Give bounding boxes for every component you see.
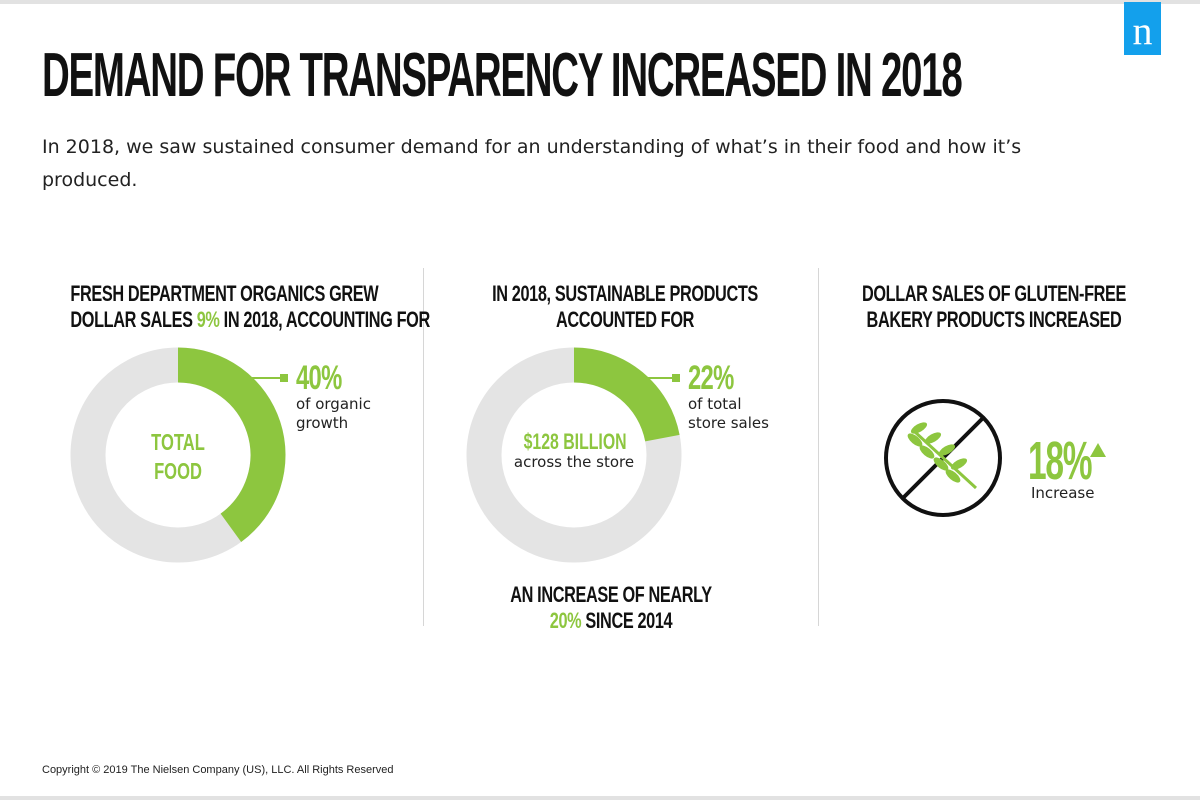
panel2-heading-line1: IN 2018, SUSTAINABLE PRODUCTS xyxy=(492,281,758,306)
panel1-heading-post: IN 2018, ACCOUNTING FOR xyxy=(219,307,431,332)
panel1-heading-highlight: 9% xyxy=(196,307,220,332)
bottom-border xyxy=(0,796,1200,800)
panel2-heading: IN 2018, SUSTAINABLE PRODUCTS ACCOUNTED … xyxy=(484,281,765,333)
up-triangle-icon xyxy=(1090,443,1106,457)
panel1-center-line1: TOTAL xyxy=(151,429,205,455)
page-title: DEMAND FOR TRANSPARENCY INCREASED IN 201… xyxy=(42,41,963,110)
panel3-stat-label: Increase xyxy=(1031,484,1095,502)
nielsen-logo-icon: n xyxy=(1124,2,1161,55)
panel1-heading-pre: DOLLAR SALES xyxy=(70,307,197,332)
callout-marker xyxy=(672,374,680,382)
panel2-callout-line1: of total xyxy=(688,395,742,413)
panel2-callout-line2: store sales xyxy=(688,414,769,432)
callout-marker xyxy=(280,374,288,382)
panel2-callout-text: of total store sales xyxy=(688,395,769,433)
panel1-heading-line1: FRESH DEPARTMENT ORGANICS GREW xyxy=(70,281,379,306)
panel1-center-label: TOTAL FOOD xyxy=(135,428,221,486)
panel3-heading-line2: BAKERY PRODUCTS INCREASED xyxy=(866,307,1122,332)
panel1-callout-value: 40% xyxy=(296,359,342,397)
panel2-heading-line2: ACCOUNTED FOR xyxy=(555,307,695,332)
panel2-callout-value: 22% xyxy=(688,359,734,397)
panel2-footer-highlight: 20% xyxy=(549,608,582,633)
panel2-footer-line1: AN INCREASE OF NEARLY xyxy=(510,582,712,607)
panel3-stat-value: 18% xyxy=(1028,431,1093,491)
panel2-footer: AN INCREASE OF NEARLY 20% SINCE 2014 xyxy=(470,582,751,634)
panel3-heading: DOLLAR SALES OF GLUTEN-FREE BAKERY PRODU… xyxy=(853,281,1134,333)
divider-left xyxy=(423,268,424,626)
panel2-footer-post: SINCE 2014 xyxy=(581,608,673,633)
panel1-heading: FRESH DEPARTMENT ORGANICS GREW DOLLAR SA… xyxy=(70,281,430,333)
no-gluten-wheat-icon xyxy=(884,399,1002,517)
divider-right xyxy=(818,268,819,626)
panel1-callout-line1: of organic xyxy=(296,395,371,413)
panel3-heading-line1: DOLLAR SALES OF GLUTEN-FREE xyxy=(861,281,1127,306)
panel1-heading-line2: DOLLAR SALES 9% IN 2018, ACCOUNTING FOR xyxy=(70,307,430,333)
copyright-text: Copyright © 2019 The Nielsen Company (US… xyxy=(42,764,394,776)
intro-text: In 2018, we saw sustained consumer deman… xyxy=(42,136,1022,191)
panel2-footer-line2: 20% SINCE 2014 xyxy=(470,608,751,634)
panel1-callout-text: of organic growth xyxy=(296,395,371,433)
panel1-center-line2: FOOD xyxy=(154,458,202,484)
top-border xyxy=(0,0,1200,4)
panel1-callout-line2: growth xyxy=(296,414,349,432)
panel2-center-value: $128 BILLION xyxy=(523,429,627,454)
panel2-center-text: across the store xyxy=(513,453,635,471)
donut-slice-highlight xyxy=(573,347,680,443)
